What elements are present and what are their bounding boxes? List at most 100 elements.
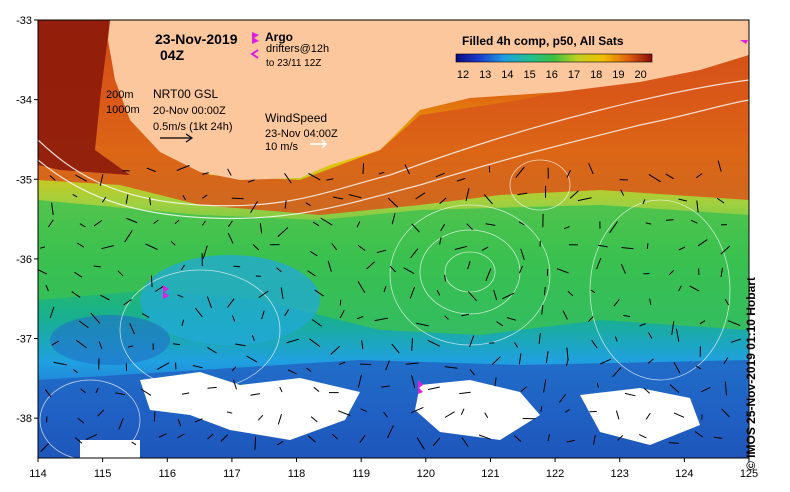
colorbar-title: Filled 4h comp, p50, All Sats (462, 34, 624, 48)
current-arrow (648, 332, 653, 339)
speed-scale: 0.5m/s (1kt 24h) (153, 121, 232, 133)
current-arrow (416, 437, 425, 450)
current-arrow (71, 291, 81, 298)
current-arrow (724, 381, 727, 396)
current-arrow (115, 392, 125, 396)
current-arrow (391, 213, 396, 225)
speed-scale-arrow-icon (160, 133, 194, 143)
current-arrow (410, 406, 424, 414)
current-arrow (286, 338, 299, 344)
current-arrow (391, 343, 400, 354)
y-tick-label: -36 (16, 254, 32, 266)
current-arrow (153, 219, 159, 224)
y-tick-label: -33 (16, 15, 32, 27)
current-arrow (518, 265, 523, 274)
current-arrow (306, 367, 312, 372)
current-arrow (101, 196, 107, 203)
current-arrow (177, 433, 185, 439)
current-arrow (690, 219, 698, 224)
current-arrow (227, 220, 233, 227)
current-arrow (454, 245, 468, 250)
current-arrow (459, 391, 471, 395)
y-axis: -33 -34 -35 -36 -37 -38 (16, 15, 38, 425)
current-arrow (383, 411, 388, 418)
current-arrow (155, 285, 164, 292)
current-arrow (432, 437, 441, 447)
x-tick-label: 119 (352, 468, 370, 480)
current-arrow (427, 339, 441, 347)
current-arrow (562, 310, 568, 320)
current-arrow (231, 366, 237, 372)
warm-core (38, 20, 130, 175)
sla-contours (39, 159, 731, 458)
current-arrow (231, 197, 244, 200)
current-arrow (201, 220, 206, 226)
x-tick-label: 123 (611, 468, 629, 480)
current-arrow (173, 343, 180, 346)
current-arrow (326, 178, 334, 181)
current-arrow (485, 223, 496, 226)
current-arrow (599, 358, 612, 365)
current-arrow (98, 341, 103, 350)
mid-band (38, 200, 749, 335)
current-arrow (182, 392, 190, 395)
warm-band (38, 20, 749, 215)
current-arrow (38, 269, 47, 275)
current-arrow (202, 245, 208, 259)
current-arrow (227, 232, 234, 244)
depth-200: 200m (106, 89, 134, 101)
current-arrow (538, 333, 541, 344)
current-arrow (405, 362, 419, 365)
current-arrow (145, 243, 158, 250)
current-arrow (720, 267, 723, 277)
current-arrow (614, 336, 618, 342)
current-arrow (305, 202, 311, 207)
current-arrow (695, 173, 703, 179)
current-arrow (483, 194, 493, 205)
current-arrow (75, 174, 88, 182)
current-arrow (156, 362, 170, 370)
current-arrow (226, 411, 233, 414)
current-arrow (93, 265, 101, 268)
current-vectors (38, 160, 741, 452)
current-arrow (678, 285, 682, 292)
current-arrow (389, 265, 396, 273)
current-arrow (415, 192, 426, 200)
x-tick-label: 125 (740, 468, 758, 480)
current-arrow (541, 305, 544, 315)
current-arrow (668, 270, 675, 276)
current-arrow (465, 188, 470, 202)
current-arrow (496, 321, 504, 327)
current-arrow (620, 189, 625, 196)
current-arrow (469, 369, 475, 376)
x-tick-label: 117 (223, 468, 241, 480)
current-arrow (689, 285, 700, 292)
current-arrow (730, 338, 741, 343)
current-arrow (125, 194, 129, 204)
map-date: 23-Nov-2019 (155, 31, 238, 47)
current-arrow (247, 179, 255, 183)
current-arrow (444, 315, 449, 320)
current-arrow (330, 345, 341, 355)
current-arrow (85, 433, 98, 440)
current-arrow (232, 379, 237, 390)
current-arrow (376, 249, 387, 254)
map-hour: 04Z (160, 47, 185, 63)
current-arrow (227, 168, 232, 176)
current-arrow (246, 355, 258, 363)
current-arrow (312, 221, 320, 227)
current-arrow (556, 268, 569, 274)
current-arrow (117, 270, 124, 277)
eddy-cool-west (50, 315, 170, 365)
current-arrow (287, 369, 297, 375)
current-arrow (485, 268, 492, 281)
current-arrow (721, 408, 730, 418)
current-arrow (563, 226, 570, 230)
current-arrow (74, 271, 83, 278)
current-arrow (207, 346, 217, 354)
wind-scale: 10 m/s (265, 141, 299, 153)
current-arrow (284, 200, 287, 209)
current-arrow (678, 198, 688, 202)
current-arrow (502, 292, 515, 300)
current-arrow (357, 374, 362, 388)
